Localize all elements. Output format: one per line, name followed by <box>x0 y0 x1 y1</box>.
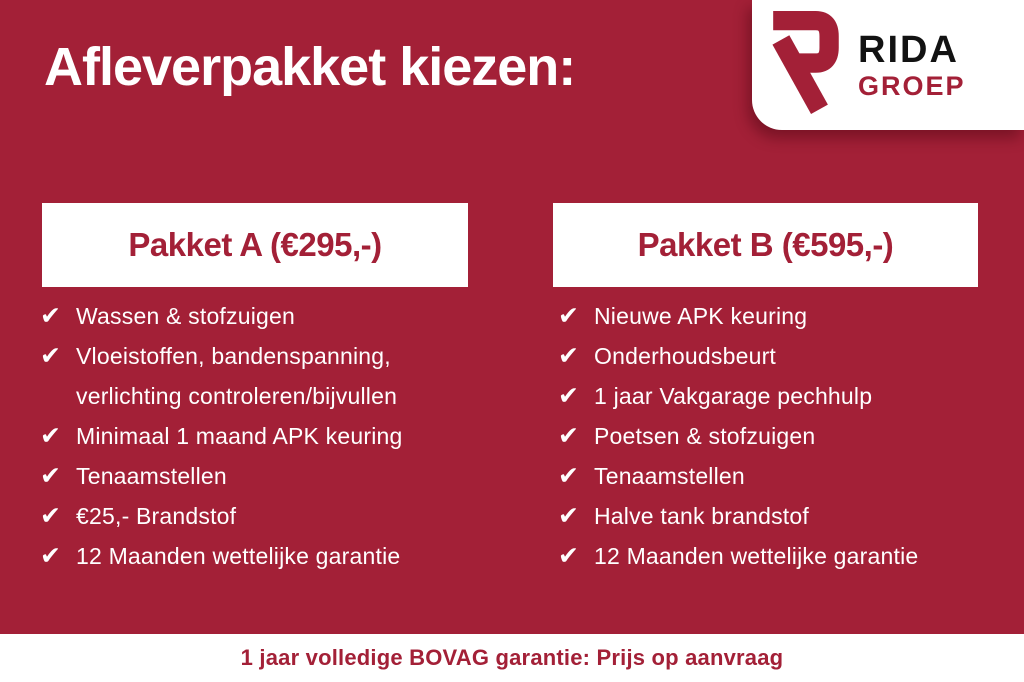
checklist-item: ✔ 1 jaar Vakgarage pechhulp <box>558 376 998 416</box>
checklist-item-label: Minimaal 1 maand APK keuring <box>76 423 403 449</box>
checklist-item-label: Onderhoudsbeurt <box>594 343 777 369</box>
checklist-item: ✔ 12 Maanden wettelijke garantie <box>40 536 480 576</box>
logo-card: RIDA GROEP <box>752 0 1024 130</box>
checklist-item-label: €25,- Brandstof <box>76 503 237 529</box>
check-icon: ✔ <box>40 302 61 330</box>
checklist-item-label: Halve tank brandstof <box>594 503 809 529</box>
checklist-item-label: 12 Maanden wettelijke garantie <box>594 543 919 569</box>
package-a-header-box: Pakket A (€295,-) <box>42 203 468 287</box>
page-title: Afleverpakket kiezen: <box>44 37 576 97</box>
check-icon: ✔ <box>558 382 579 410</box>
checklist-item-label: 1 jaar Vakgarage pechhulp <box>594 383 873 409</box>
package-b-checklist: ✔ Nieuwe APK keuring ✔ Onderhoudsbeurt ✔… <box>558 296 998 576</box>
checklist-item-label: Wassen & stofzuigen <box>76 303 295 329</box>
checklist-item: ✔ €25,- Brandstof <box>40 496 480 536</box>
check-icon: ✔ <box>558 302 579 330</box>
check-icon: ✔ <box>558 502 579 530</box>
checklist-item: ✔ 12 Maanden wettelijke garantie <box>558 536 998 576</box>
footer-banner: 1 jaar volledige BOVAG garantie: Prijs o… <box>0 634 1024 682</box>
check-icon: ✔ <box>40 462 61 490</box>
checklist-item-label: Nieuwe APK keuring <box>594 303 808 329</box>
checklist-item: ✔ Vloeistoffen, bandenspanning, verlicht… <box>40 336 480 416</box>
package-a-checklist: ✔ Wassen & stofzuigen ✔ Vloeistoffen, ba… <box>40 296 480 576</box>
checklist-item: ✔ Nieuwe APK keuring <box>558 296 998 336</box>
checklist-item-label: Tenaamstellen <box>594 463 745 489</box>
rida-r-monogram-icon <box>772 11 839 115</box>
checklist-item: ✔ Poetsen & stofzuigen <box>558 416 998 456</box>
check-icon: ✔ <box>558 422 579 450</box>
check-icon: ✔ <box>40 542 61 570</box>
check-icon: ✔ <box>40 502 61 530</box>
checklist-item-label: Vloeistoffen, bandenspanning, verlichtin… <box>76 343 398 409</box>
check-icon: ✔ <box>558 342 579 370</box>
checklist-item: ✔ Halve tank brandstof <box>558 496 998 536</box>
checklist-item: ✔ Onderhoudsbeurt <box>558 336 998 376</box>
checklist-item-label: Poetsen & stofzuigen <box>594 423 816 449</box>
checklist-item-label: Tenaamstellen <box>76 463 227 489</box>
checklist-item: ✔ Tenaamstellen <box>558 456 998 496</box>
logo-text: RIDA GROEP <box>858 31 966 100</box>
package-b-header-box: Pakket B (€595,-) <box>553 203 978 287</box>
check-icon: ✔ <box>40 422 61 450</box>
package-a-header-label: Pakket A (€295,-) <box>128 226 382 263</box>
package-b-header-label: Pakket B (€595,-) <box>637 226 894 263</box>
checklist-item-label: 12 Maanden wettelijke garantie <box>76 543 401 569</box>
check-icon: ✔ <box>558 542 579 570</box>
checklist-item: ✔ Wassen & stofzuigen <box>40 296 480 336</box>
logo-brand-name: RIDA <box>858 28 959 71</box>
footer-guarantee-text: 1 jaar volledige BOVAG garantie: Prijs o… <box>240 645 784 670</box>
check-icon: ✔ <box>558 462 579 490</box>
check-icon: ✔ <box>40 342 61 370</box>
checklist-item: ✔ Tenaamstellen <box>40 456 480 496</box>
logo-brand-suffix: GROEP <box>858 70 966 101</box>
checklist-item: ✔ Minimaal 1 maand APK keuring <box>40 416 480 456</box>
